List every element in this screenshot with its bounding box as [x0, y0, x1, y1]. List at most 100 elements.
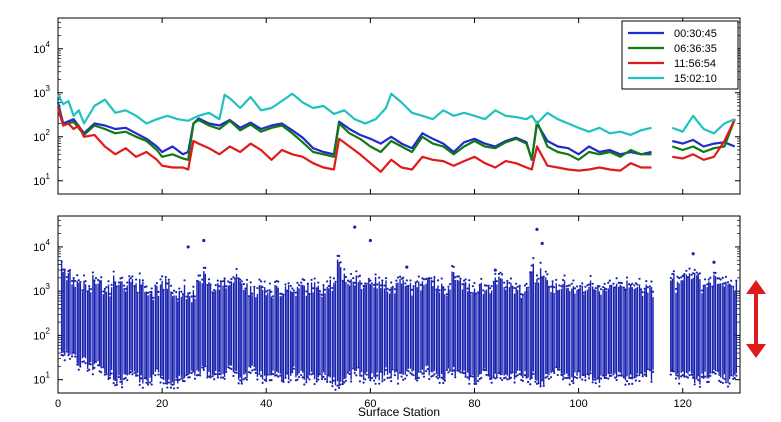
range-point	[448, 369, 452, 372]
range-point	[120, 276, 124, 279]
range-point	[68, 357, 72, 360]
range-point	[199, 274, 202, 277]
bottom-x-tick-label: 80	[468, 398, 480, 410]
arrow-head-down	[746, 344, 766, 358]
range-point	[542, 275, 545, 278]
range-point	[383, 378, 386, 381]
range-point	[452, 369, 455, 372]
range-point	[594, 381, 597, 385]
range-point	[516, 285, 519, 288]
range-point	[728, 382, 731, 385]
range-point	[721, 381, 724, 385]
range-point	[320, 377, 324, 381]
range-point	[686, 376, 690, 379]
range-point	[141, 386, 144, 389]
range-point	[62, 268, 65, 271]
range-point	[381, 380, 384, 383]
range-point	[591, 282, 594, 285]
range-point	[593, 289, 596, 292]
range-point	[443, 379, 446, 382]
legend-label: 00:30:45	[674, 28, 717, 40]
range-point	[438, 289, 441, 292]
range-point	[259, 280, 263, 283]
bottom-y-tick-exp: 1	[46, 371, 51, 380]
range-point	[506, 279, 509, 283]
range-point	[136, 291, 139, 294]
range-point	[419, 283, 422, 286]
range-point	[599, 377, 603, 380]
range-point	[323, 288, 327, 291]
range-point	[721, 276, 724, 279]
bottom-x-tick-label: 100	[569, 398, 587, 410]
range-point	[492, 280, 495, 283]
range-point	[622, 286, 626, 289]
range-bars-group	[60, 254, 738, 391]
range-point	[676, 374, 679, 377]
range-point	[677, 382, 681, 385]
range-point	[398, 371, 402, 374]
range-point	[587, 377, 591, 380]
legend-label: 06:36:35	[674, 43, 717, 55]
range-point	[523, 284, 527, 287]
range-point	[107, 377, 110, 381]
range-point	[521, 293, 525, 296]
range-point	[364, 378, 367, 381]
range-point	[270, 379, 273, 382]
range-point	[527, 286, 530, 289]
range-point	[214, 283, 217, 287]
range-point	[138, 383, 141, 386]
range-point	[393, 288, 396, 291]
range-point	[338, 386, 341, 389]
range-point	[225, 285, 228, 288]
range-point	[322, 375, 325, 378]
range-point	[74, 279, 77, 283]
range-point	[277, 375, 280, 378]
range-point	[327, 374, 330, 377]
range-point	[436, 377, 440, 380]
range-point	[402, 276, 405, 279]
range-point	[546, 273, 549, 276]
range-point	[185, 373, 188, 377]
range-point	[497, 371, 501, 375]
range-point	[726, 281, 730, 284]
range-point	[445, 368, 448, 371]
range-point	[219, 376, 223, 379]
range-point	[70, 355, 74, 358]
range-point	[390, 281, 393, 284]
range-point	[167, 278, 170, 281]
range-point	[594, 286, 597, 290]
range-point	[232, 276, 235, 279]
range-point	[202, 368, 205, 371]
arrow-head-up	[746, 280, 766, 294]
range-point	[648, 285, 652, 288]
range-point	[218, 285, 221, 288]
range-point	[704, 278, 707, 281]
range-point	[553, 371, 556, 375]
range-point	[193, 377, 197, 380]
range-point	[730, 279, 733, 282]
range-point	[464, 375, 467, 378]
range-point	[518, 284, 521, 287]
range-point	[395, 279, 398, 282]
range-point	[530, 376, 533, 380]
range-point	[686, 276, 690, 279]
range-point	[201, 366, 204, 369]
range-point	[681, 374, 684, 377]
range-point	[365, 373, 368, 376]
range-point	[525, 282, 528, 285]
range-point	[728, 283, 731, 286]
range-point	[183, 279, 186, 282]
range-point	[308, 378, 311, 381]
range-point	[598, 285, 601, 288]
range-point	[362, 284, 365, 288]
top-y-tick-base: 10	[33, 88, 45, 100]
range-point	[513, 381, 516, 384]
range-point	[161, 275, 164, 278]
range-point	[471, 285, 475, 288]
range-point	[292, 367, 295, 370]
range-point	[685, 269, 688, 272]
range-point	[209, 376, 212, 379]
range-point	[442, 381, 445, 385]
range-point	[82, 360, 86, 363]
range-point	[140, 284, 143, 287]
